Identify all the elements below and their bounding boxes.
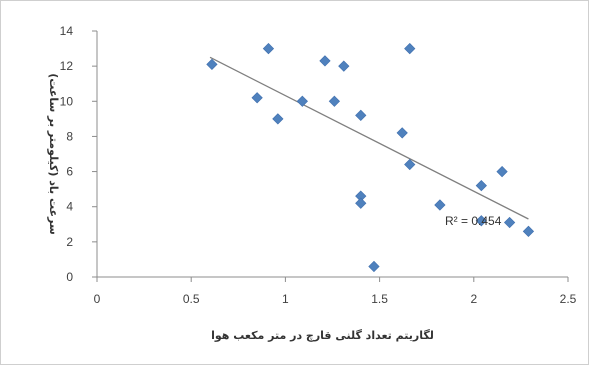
- data-point-10: [355, 197, 367, 209]
- data-point-11: [368, 260, 380, 273]
- data-point-15: [434, 199, 446, 211]
- plot-area: [96, 31, 568, 278]
- data-point-4: [296, 95, 308, 107]
- y-tick-label-1: 2: [66, 235, 73, 249]
- data-point-18: [496, 165, 508, 178]
- trendline-layer: [209, 56, 529, 220]
- data-point-1: [251, 92, 263, 104]
- data-point-8: [355, 109, 367, 121]
- data-point-17: [475, 215, 487, 227]
- y-tick-label-4: 8: [66, 129, 73, 143]
- y-tick-label-0: 0: [66, 270, 73, 284]
- data-points-layer: [206, 42, 535, 273]
- x-tick-label-0: 0: [94, 292, 101, 306]
- y-tick-label-6: 12: [60, 59, 74, 73]
- y-tick-label-5: 10: [60, 94, 74, 108]
- data-point-13: [404, 42, 416, 55]
- y-tick-label-2: 4: [66, 200, 73, 214]
- data-point-20: [522, 225, 535, 237]
- data-point-14: [404, 158, 416, 171]
- y-axis-title: سرعت باد (کیلومتر بر ساعت): [47, 73, 60, 235]
- x-tick-label-2: 1: [282, 292, 289, 306]
- x-tick-label-4: 2: [470, 292, 477, 306]
- y-tick-label-7: 14: [60, 24, 74, 38]
- data-point-19: [503, 216, 516, 229]
- ticks-layer: [92, 30, 569, 282]
- data-point-7: [338, 60, 350, 72]
- data-point-3: [272, 113, 284, 125]
- tick-labels-layer: 0 0.5 1 1.5 2 2.5 0 2 4 6 8 10 12 14: [60, 24, 577, 306]
- data-point-2: [262, 42, 275, 55]
- r-squared-annotation: R² = 0.454: [445, 214, 502, 228]
- data-point-6: [328, 95, 341, 107]
- x-tick-label-1: 0.5: [183, 292, 200, 306]
- data-point-5: [319, 55, 331, 67]
- data-point-16: [475, 180, 487, 192]
- data-point-12: [396, 127, 408, 139]
- y-tick-label-3: 6: [66, 165, 73, 179]
- trendline: [209, 56, 529, 220]
- x-axis-title: لگاریتم تعداد گلنی قارچ در متر مکعب هوا: [211, 329, 434, 343]
- x-tick-label-3: 1.5: [371, 292, 388, 306]
- data-point-0: [206, 58, 218, 71]
- x-tick-label-5: 2.5: [560, 292, 577, 306]
